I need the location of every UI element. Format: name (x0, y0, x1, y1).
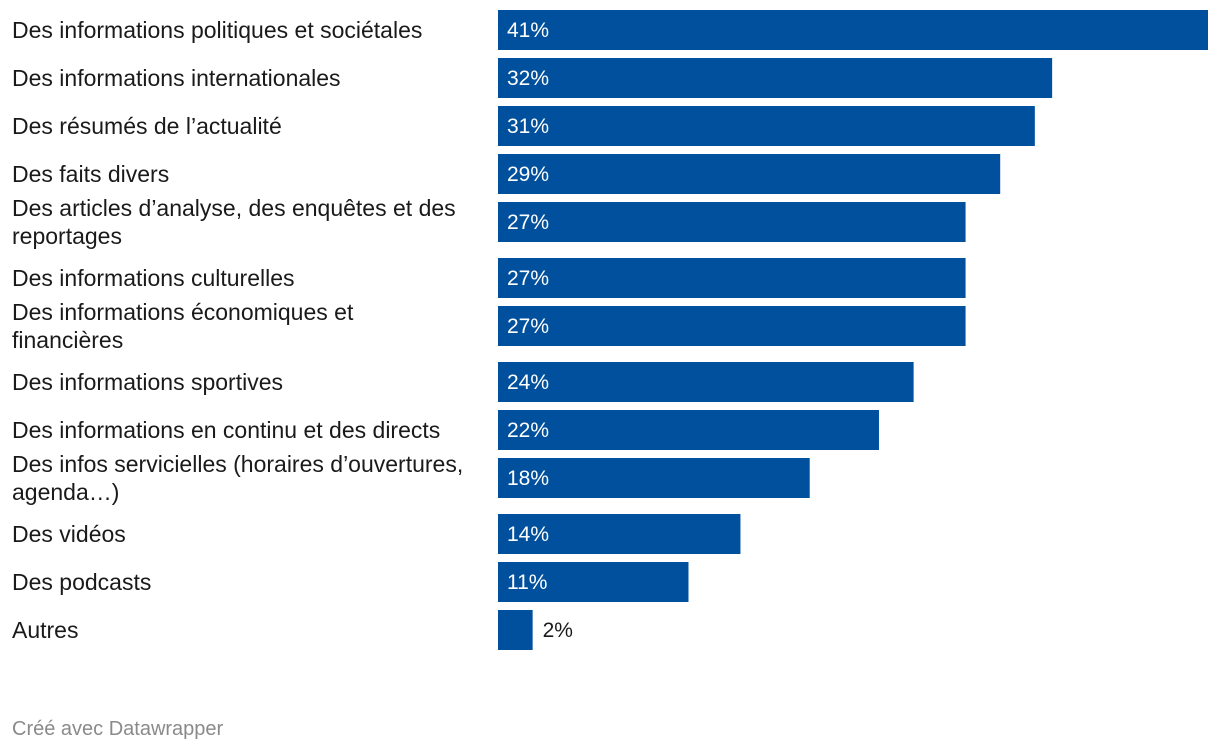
bar (498, 410, 879, 450)
value-label: 27% (507, 267, 549, 290)
bar (498, 458, 810, 498)
category-label: Des articles d’analyse, des enquêtes et … (12, 195, 456, 249)
category-label: Des informations internationales (12, 65, 341, 91)
value-label: 14% (507, 523, 549, 546)
value-label: 41% (507, 19, 549, 42)
category-label-line: Des résumés de l’actualité (12, 113, 282, 139)
category-label-line: Des infos servicielles (horaires d’ouver… (12, 451, 463, 477)
category-label-line: agenda…) (12, 479, 119, 505)
value-label: 24% (507, 371, 549, 394)
category-label: Des informations culturelles (12, 265, 295, 291)
category-label-line: Des articles d’analyse, des enquêtes et … (12, 195, 456, 221)
category-label-line: Des informations culturelles (12, 265, 295, 291)
bar (498, 362, 914, 402)
category-label-line: Des informations économiques et (12, 299, 354, 325)
value-label: 27% (507, 315, 549, 338)
value-label: 22% (507, 419, 549, 442)
category-label-line: Des podcasts (12, 569, 151, 595)
bar (498, 106, 1035, 146)
category-label-line: Des vidéos (12, 521, 126, 547)
category-label: Des informations en continu et des direc… (12, 417, 440, 443)
value-label: 18% (507, 467, 549, 490)
bar (498, 202, 966, 242)
value-label: 29% (507, 163, 549, 186)
value-label: 27% (507, 211, 549, 234)
category-label: Autres (12, 617, 78, 643)
category-label: Des podcasts (12, 569, 151, 595)
category-label: Des vidéos (12, 521, 126, 547)
value-label: 32% (507, 67, 549, 90)
category-label: Des infos servicielles (horaires d’ouver… (12, 451, 463, 505)
category-label-line: reportages (12, 223, 122, 249)
category-label: Des faits divers (12, 161, 169, 187)
bar (498, 306, 966, 346)
bar (498, 514, 741, 554)
category-label: Des informations économiques et financièr… (12, 299, 354, 353)
category-label-line: Des informations en continu et des direc… (12, 417, 440, 443)
value-label: 31% (507, 115, 549, 138)
value-label: 11% (507, 571, 547, 594)
bar (498, 258, 966, 298)
bar (498, 154, 1001, 194)
category-label-line: Autres (12, 617, 78, 643)
category-label-line: Des faits divers (12, 161, 169, 187)
category-label: Des informations politiques et sociétale… (12, 17, 422, 43)
category-label-line: Des informations politiques et sociétale… (12, 17, 422, 43)
bar-chart: Des informations politiques et sociétale… (12, 10, 1208, 650)
bar (498, 610, 533, 650)
category-label-line: Des informations internationales (12, 65, 341, 91)
bar (498, 562, 689, 602)
bar (498, 10, 1208, 50)
datawrapper-credit: Créé avec Datawrapper (12, 718, 224, 740)
category-label-line: Des informations sportives (12, 369, 283, 395)
value-label: 2% (543, 619, 573, 642)
category-label: Des informations sportives (12, 369, 283, 395)
bar (498, 58, 1053, 98)
category-label-line: financières (12, 327, 123, 353)
category-label: Des résumés de l’actualité (12, 113, 282, 139)
